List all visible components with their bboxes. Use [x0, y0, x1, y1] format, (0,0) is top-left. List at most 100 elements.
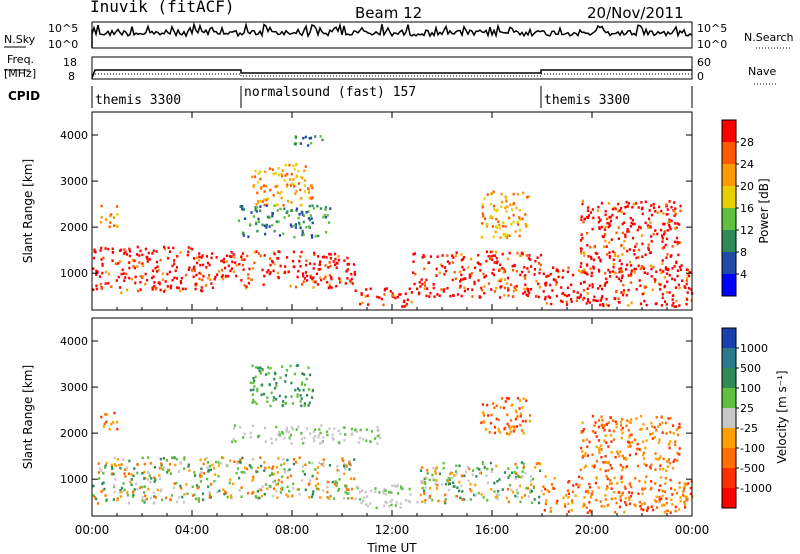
- velocity-colorbar-swatch: [722, 468, 736, 488]
- power-colorbar-label: Power [dB]: [757, 178, 771, 243]
- freq-tick-top: 18: [63, 56, 77, 69]
- power-colorbar-tick: 20: [740, 180, 754, 193]
- freq-panel: Freq. [MHz] 18 8 60 0 Nave: [4, 53, 778, 85]
- power-colorbar-tick: 16: [740, 202, 754, 215]
- power-colorbar-swatch: [722, 274, 736, 296]
- cpid-label: CPID: [8, 89, 40, 103]
- freq-trace: [91, 69, 692, 79]
- velocity-region-8: [100, 411, 119, 431]
- freq-tick-bottom: 8: [68, 70, 75, 83]
- power-region-5: [251, 162, 314, 207]
- power-colorbar-tick: 12: [740, 224, 754, 237]
- x-tick-label: 12:00: [375, 523, 410, 537]
- velocity-ytick-label: 2000: [60, 427, 88, 440]
- cpid-panel: CPID themis 3300 normalsound (fast) 157 …: [8, 85, 693, 108]
- power-region-8: [99, 204, 119, 228]
- power-colorbar-tick: 8: [740, 246, 747, 259]
- velocity-colorbar-tick: 1000: [740, 342, 768, 355]
- power-panel: Slant Range [km] 1000 2000 3000 4000: [21, 111, 694, 311]
- power-colorbar: Power [dB] 4 8 12 16 20 24 28: [721, 119, 771, 297]
- velocity-ytick-label: 4000: [60, 335, 88, 348]
- velocity-colorbar-swatch: [722, 348, 736, 368]
- cpid-segment-3: themis 3300: [544, 93, 630, 108]
- power-colorbar-swatch: [722, 142, 736, 164]
- beam-title: Beam 12: [355, 4, 422, 22]
- velocity-colorbar-tick: -1000: [740, 482, 772, 495]
- nsky-panel: N.Sky 10^5 10^0 10^5 10^0 N.Search: [4, 21, 794, 51]
- power-region-1: [204, 250, 356, 290]
- nsearch-label: N.Search: [744, 31, 794, 44]
- power-region-6: [237, 204, 332, 239]
- power-colorbar-swatch: [722, 120, 736, 142]
- nsky-label: N.Sky: [4, 33, 36, 46]
- nsky-trace: [91, 21, 693, 48]
- cpid-segment-1: themis 3300: [95, 93, 181, 108]
- velocity-ytick-label: 3000: [60, 381, 88, 394]
- velocity-colorbar-swatch: [722, 488, 736, 508]
- velocity-colorbar: Velocity [m s⁻¹] 1000 500 100 25 -25 -100 -500…: [721, 327, 789, 509]
- power-ytick-label: 2000: [60, 221, 88, 234]
- power-region-9: [480, 190, 530, 239]
- freq-label-2: [MHz]: [4, 67, 36, 80]
- x-tick-label: 04:00: [175, 523, 210, 537]
- nsky-tick-bottom: 10^0: [48, 38, 78, 51]
- velocity-region-5: [249, 364, 314, 408]
- power-colorbar-swatch: [722, 230, 736, 252]
- velocity-region-0: [92, 456, 207, 505]
- x-tick-label: 16:00: [475, 523, 510, 537]
- velocity-ytick-label: 1000: [60, 473, 88, 486]
- velocity-colorbar-tick: 25: [740, 402, 754, 415]
- velocity-region-3: [419, 461, 543, 505]
- nsky-tick-top: 10^5: [48, 22, 78, 35]
- power-colorbar-tick: 24: [740, 158, 754, 171]
- velocity-region-6: [231, 424, 382, 445]
- nsearch-tick-bottom: 10^0: [697, 38, 727, 51]
- power-ytick-label: 4000: [60, 129, 88, 142]
- power-colorbar-swatch: [722, 252, 736, 274]
- velocity-region-1: [205, 456, 356, 500]
- velocity-region-7: [579, 414, 681, 473]
- x-tick-label: 20:00: [575, 523, 610, 537]
- station-title: Inuvik (fitACF): [90, 0, 235, 16]
- power-ytick-label: 3000: [60, 175, 88, 188]
- velocity-colorbar-swatch: [722, 368, 736, 388]
- velocity-colorbar-swatch: [722, 428, 736, 448]
- velocity-colorbar-swatch: [722, 328, 736, 348]
- x-tick-label: 00:00: [75, 523, 110, 537]
- x-tick-label: 00:00: [675, 523, 710, 537]
- velocity-colorbar-tick: 500: [740, 362, 761, 375]
- date-title: 20/Nov/2011: [587, 4, 684, 22]
- velocity-region-9: [480, 396, 532, 436]
- nsearch-tick-top: 10^5: [697, 22, 727, 35]
- velocity-colorbar-tick: -100: [740, 442, 765, 455]
- freq-label-1: Freq.: [7, 53, 34, 66]
- power-ytick-label: 1000: [60, 267, 88, 280]
- power-colorbar-swatch: [722, 208, 736, 230]
- nave-label: Nave: [748, 65, 776, 78]
- power-region-0: [92, 245, 205, 294]
- velocity-colorbar-swatch: [722, 408, 736, 428]
- velocity-scatter: [92, 364, 694, 514]
- velocity-colorbar-tick: -500: [740, 462, 765, 475]
- cpid-segment-2: normalsound (fast) 157: [244, 85, 416, 100]
- velocity-colorbar-swatch: [722, 448, 736, 468]
- power-ylabel: Slant Range [km]: [21, 159, 35, 263]
- nave-trace: [95, 73, 692, 77]
- nave-tick-top: 60: [697, 56, 711, 69]
- power-region-2: [354, 287, 413, 308]
- power-region-7: [579, 199, 682, 276]
- power-region-10: [293, 135, 324, 147]
- velocity-region-2: [354, 484, 419, 510]
- velocity-colorbar-swatch: [722, 388, 736, 408]
- power-colorbar-swatch: [722, 186, 736, 208]
- power-colorbar-swatch: [722, 164, 736, 186]
- velocity-region-4: [542, 474, 694, 514]
- nave-tick-bottom: 0: [697, 70, 704, 83]
- power-region-3: [412, 250, 543, 299]
- velocity-colorbar-label: Velocity [m s⁻¹]: [775, 370, 789, 463]
- power-colorbar-tick: 28: [740, 136, 754, 149]
- velocity-colorbar-tick: 100: [740, 382, 761, 395]
- power-region-4: [542, 264, 694, 308]
- velocity-colorbar-tick: -25: [740, 422, 758, 435]
